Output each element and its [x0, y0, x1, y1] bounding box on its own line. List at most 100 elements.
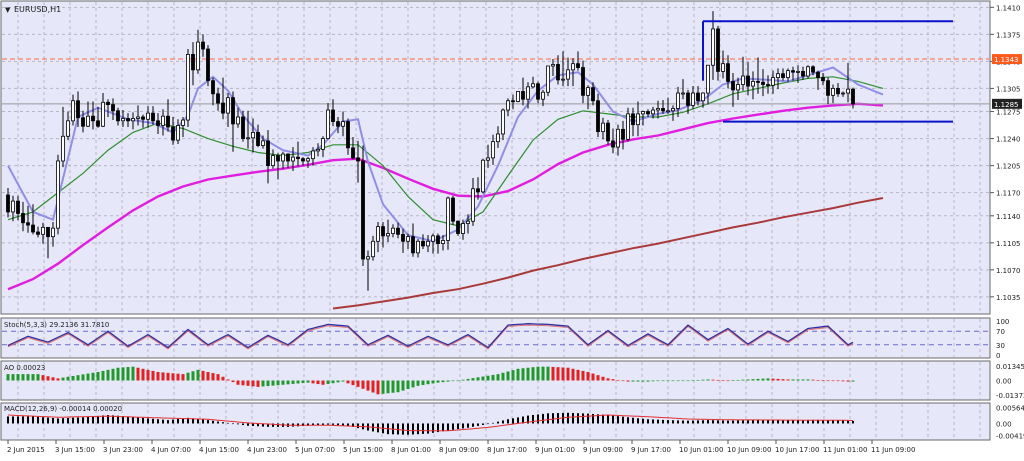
- candle-body: [201, 41, 205, 50]
- main-panel[interactable]: [0, 0, 991, 315]
- ao-bar: [41, 375, 45, 381]
- candle-body: [371, 240, 375, 258]
- macd-bar: [707, 420, 709, 424]
- macd-bar: [192, 418, 194, 424]
- candle-body: [111, 104, 115, 112]
- candle-body: [456, 220, 460, 234]
- macd-bar: [742, 420, 744, 424]
- candle-body: [236, 116, 240, 125]
- candle-body: [46, 226, 50, 238]
- ao-bar: [521, 368, 525, 381]
- ao-bar: [156, 371, 160, 381]
- candle-body: [846, 88, 850, 94]
- price-badge-label: 1.1343: [994, 56, 1019, 64]
- candle-body: [681, 92, 685, 95]
- macd-bar: [357, 423, 359, 429]
- price-badges: 1.1343 1.1285: [992, 54, 1022, 109]
- ao-bar: [761, 378, 765, 381]
- macd-bar: [352, 423, 354, 427]
- ao-bar: [556, 367, 560, 381]
- price-tick-label: 1.1035: [996, 294, 1021, 302]
- candle-body: [616, 128, 620, 148]
- price-tick-label: 1.1375: [996, 31, 1021, 39]
- ao-bar: [511, 370, 515, 381]
- candle-body: [601, 122, 605, 133]
- candle-body: [226, 97, 230, 114]
- ao-bar: [356, 380, 360, 387]
- candle-body: [651, 109, 655, 115]
- stoch-panel[interactable]: [0, 317, 991, 359]
- candle-body: [156, 120, 160, 126]
- macd-bar: [202, 419, 204, 424]
- candle-body: [51, 227, 55, 238]
- macd-bar: [267, 423, 269, 427]
- price-tick-label: 1.1305: [996, 85, 1021, 93]
- candle-body: [216, 93, 220, 104]
- ao-bar: [696, 379, 700, 381]
- macd-bar: [122, 416, 124, 424]
- candle-body: [696, 92, 700, 102]
- candle-body: [141, 116, 145, 120]
- candle-body: [491, 141, 495, 159]
- ao-bar: [831, 380, 835, 382]
- stochastic-lines: [7, 323, 854, 350]
- ao-bar: [261, 380, 265, 387]
- macd-bar: [827, 420, 829, 424]
- candle-body: [71, 100, 75, 122]
- price-tick-label: 1.1275: [996, 109, 1021, 117]
- candle-body: [196, 41, 200, 71]
- macd-panel[interactable]: [0, 402, 991, 441]
- ao-bar: [271, 380, 275, 386]
- macd-bar: [482, 423, 484, 425]
- candle-body: [771, 77, 775, 86]
- ao-bar: [101, 370, 105, 381]
- macd-bar: [427, 423, 429, 434]
- candle-body: [796, 71, 800, 73]
- ao-bar: [461, 379, 465, 381]
- macd-bar: [407, 423, 409, 435]
- candle-body: [306, 158, 310, 162]
- ma-slow-line: [7, 102, 884, 291]
- macd-bar: [332, 423, 334, 425]
- ao-bar: [451, 380, 455, 382]
- macd-bar: [572, 412, 574, 424]
- time-tick-label: 11 Jun 09:00: [871, 446, 915, 454]
- ao-panel[interactable]: [0, 360, 991, 401]
- macd-bar: [542, 413, 544, 424]
- ao-bar: [61, 377, 65, 381]
- macd-bar: [597, 414, 599, 424]
- candle-body: [826, 80, 830, 96]
- ao-bar: [791, 379, 795, 381]
- macd-bar: [612, 415, 614, 424]
- price-axis: 1.14101.13751.13401.13051.12751.12401.12…: [990, 4, 1021, 302]
- ao-bar: [706, 379, 710, 381]
- macd-bar: [722, 420, 724, 424]
- macd-bar: [672, 420, 674, 424]
- ao-bar: [111, 368, 115, 381]
- macd-bar: [832, 420, 834, 424]
- macd-bar: [112, 415, 114, 424]
- candle-body: [166, 115, 170, 128]
- candle-body: [276, 155, 280, 162]
- time-tick-label: 10 Jun 09:00: [727, 446, 771, 454]
- candle-body: [641, 111, 645, 115]
- ao-bar: [751, 379, 755, 381]
- ao-bar: [16, 374, 20, 381]
- ao-bar: [21, 374, 25, 381]
- ao-bar: [606, 378, 610, 381]
- collapse-triangle-icon[interactable]: ▼: [5, 6, 11, 14]
- candle-body: [661, 108, 665, 112]
- macd-bar: [227, 422, 229, 424]
- stoch-main-line: [7, 323, 854, 349]
- ao-bar: [561, 367, 565, 381]
- ao-bar: [741, 379, 745, 381]
- macd-bar: [807, 419, 809, 424]
- ao-bar: [621, 380, 625, 382]
- stoch-tick-label: 100: [996, 318, 1009, 326]
- macd-bar: [602, 414, 604, 424]
- macd-bar: [582, 413, 584, 424]
- candle-body: [326, 109, 330, 139]
- candle-body: [291, 156, 295, 162]
- ao-bar: [206, 371, 210, 381]
